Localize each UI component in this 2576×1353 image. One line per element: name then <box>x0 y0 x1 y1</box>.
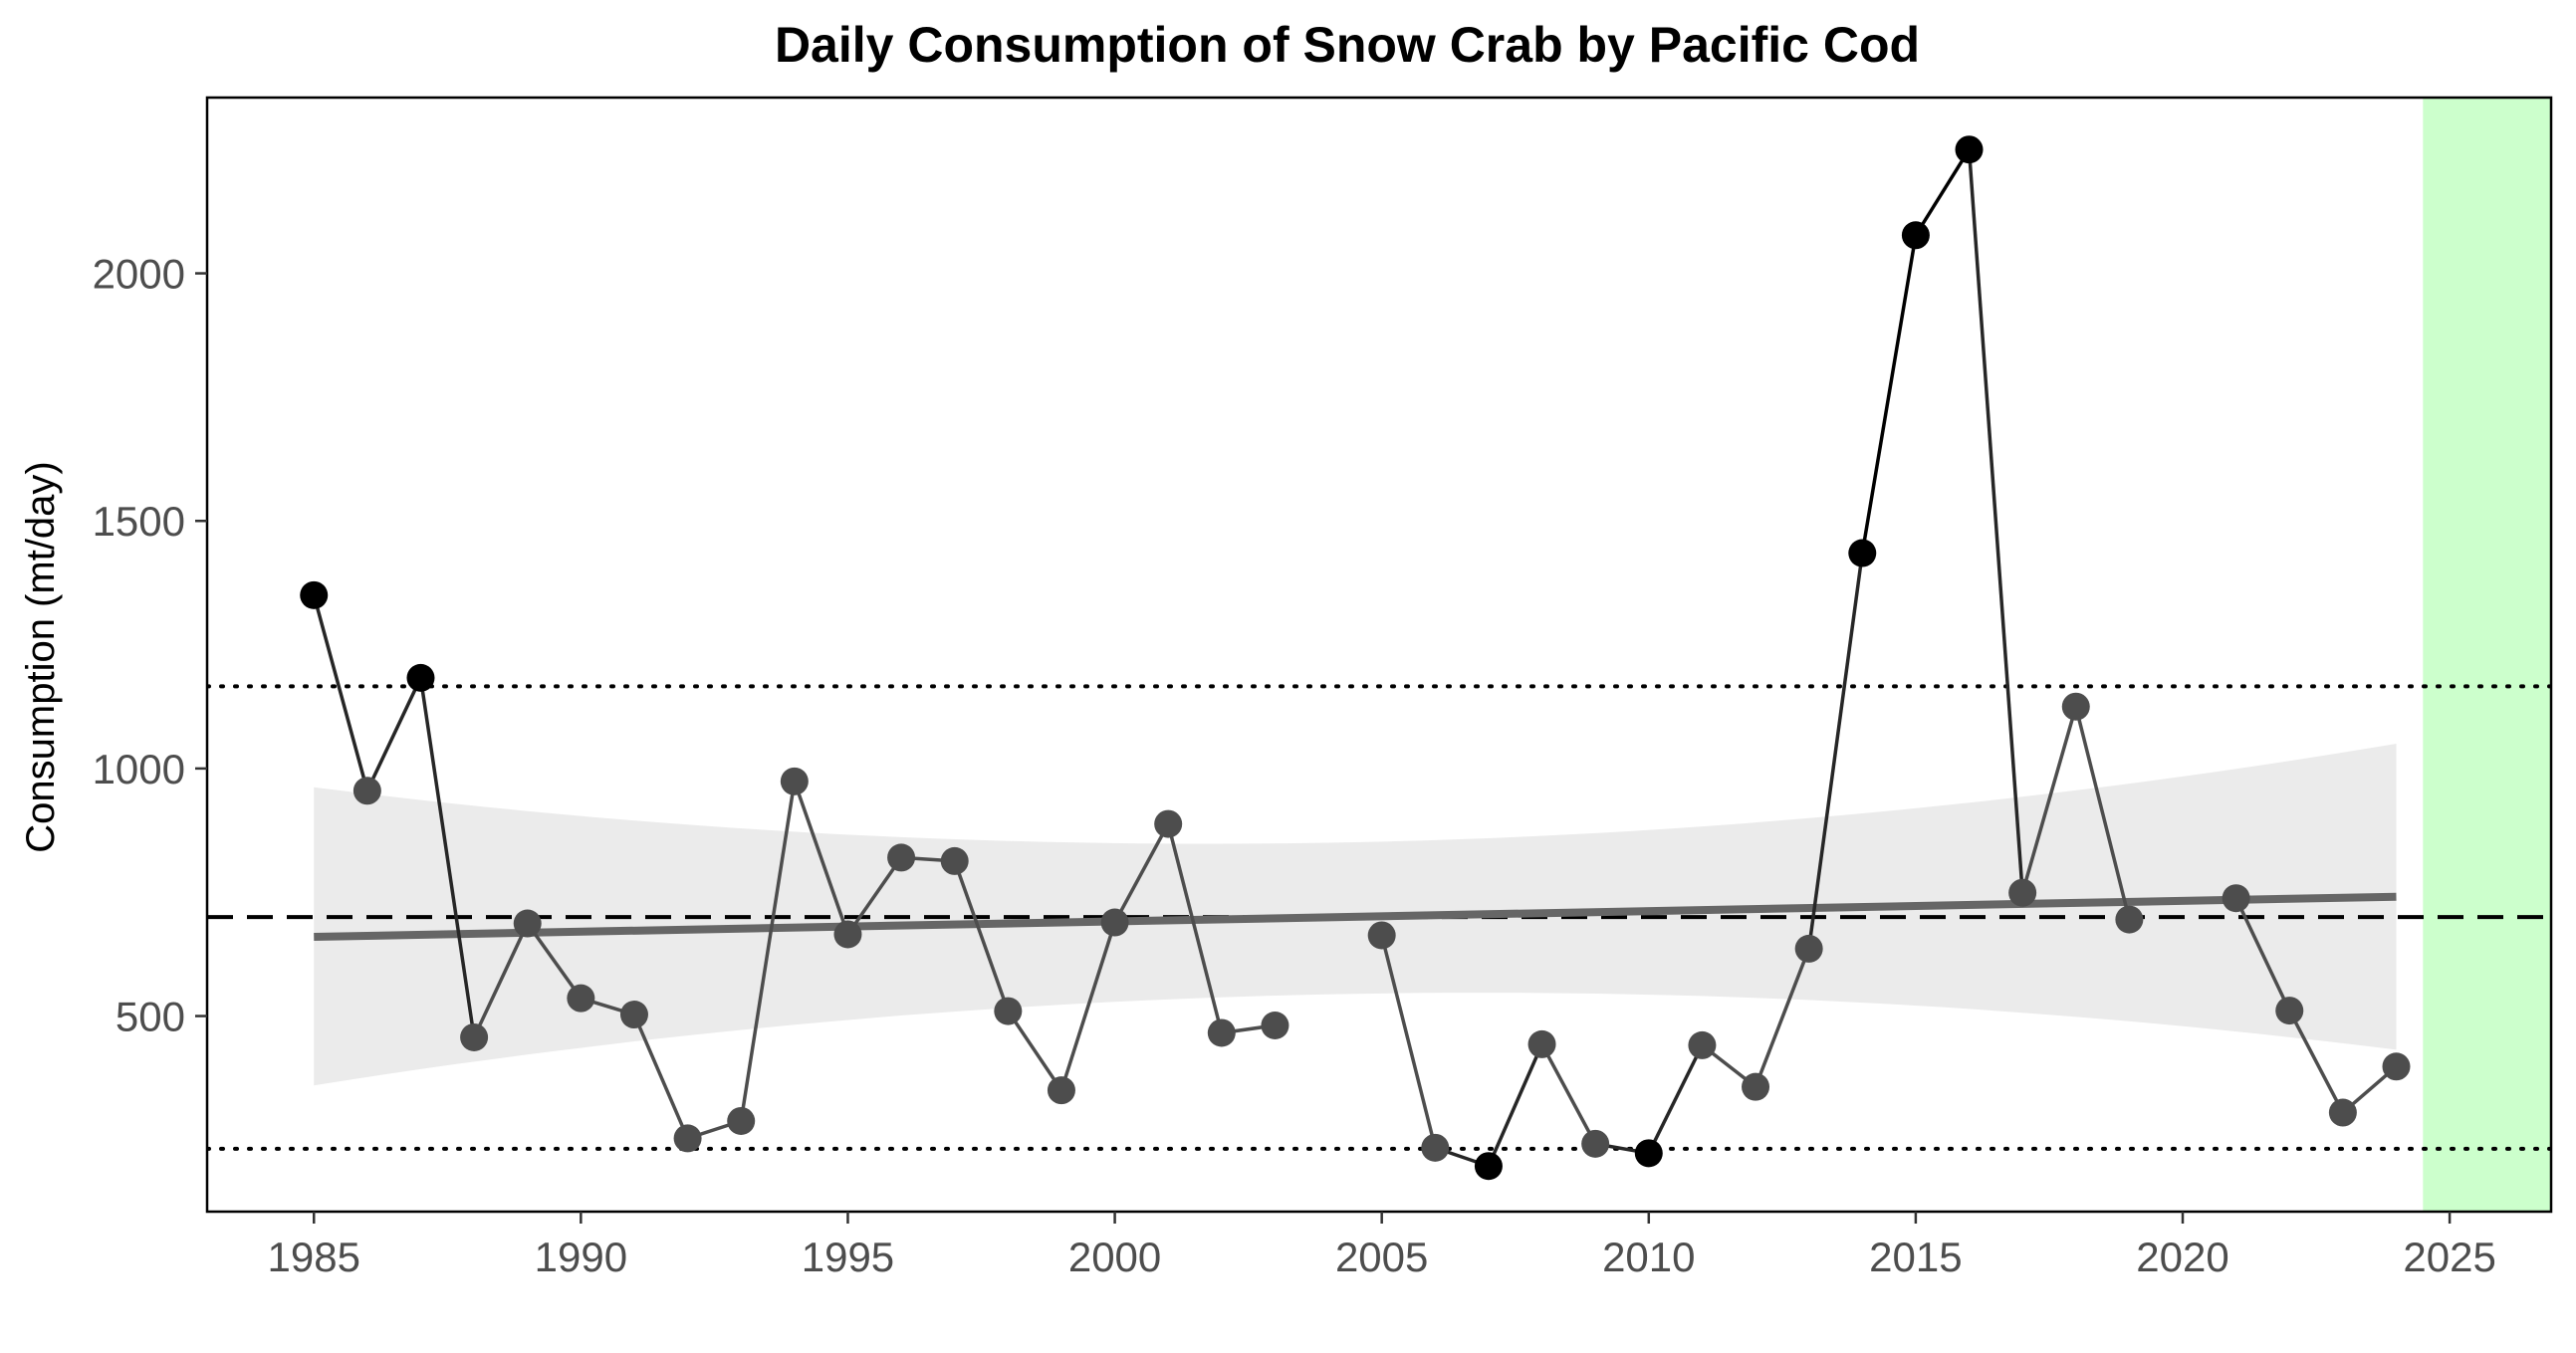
plot-area: 1985 1990 1995 2000 2005 2010 2015 2020 2025 500 1… <box>93 96 2553 1280</box>
data-point <box>1901 221 1930 250</box>
series-line-segment <box>1806 553 1865 950</box>
series-line-segment <box>1059 922 1117 1091</box>
series-line-segment <box>846 856 903 936</box>
data-point <box>1581 1129 1610 1158</box>
x-tick-label: 2010 <box>1602 1234 1695 1280</box>
x-tick-label: 2020 <box>2136 1234 2228 1280</box>
series-line-segment <box>526 922 583 1000</box>
trend-line <box>314 892 2397 941</box>
data-point <box>300 580 329 609</box>
series-line-segment <box>365 677 423 792</box>
y-tick-label: 1500 <box>93 498 185 545</box>
data-point <box>1367 921 1396 950</box>
series-line-segment <box>472 922 530 1038</box>
data-point <box>1154 809 1183 838</box>
x-tick-label: 1985 <box>268 1234 360 1280</box>
y-tick-label: 2000 <box>93 251 185 298</box>
data-point <box>1848 539 1877 567</box>
series-line-segment <box>2287 1010 2345 1114</box>
series-line-segment <box>1006 1010 1063 1092</box>
data-point <box>780 767 809 795</box>
data-point <box>1100 908 1129 937</box>
data-point <box>1955 135 1984 164</box>
series-line-segment <box>953 860 1010 1013</box>
data-point <box>994 997 1023 1025</box>
data-point <box>833 920 862 949</box>
chart-title: Daily Consumption of Snow Crab by Pacifi… <box>775 17 1920 73</box>
x-tick-label: 1990 <box>535 1234 627 1280</box>
data-point <box>940 846 969 875</box>
series-line-segment <box>2020 706 2078 894</box>
series-line-segment <box>2234 897 2291 1012</box>
data-point <box>1474 1152 1503 1181</box>
data-point <box>1261 1012 1289 1040</box>
y-tick-label: 1000 <box>93 746 185 792</box>
data-point <box>1794 934 1823 963</box>
x-tick-label: 2000 <box>1068 1234 1161 1280</box>
data-point <box>619 1001 648 1029</box>
series-line-segment <box>1967 149 2024 893</box>
data-point <box>1047 1076 1075 1105</box>
series-line-segment <box>312 594 369 791</box>
x-tick-label: 2005 <box>1335 1234 1428 1280</box>
data-point <box>1634 1139 1663 1168</box>
y-tick-label: 500 <box>116 994 185 1040</box>
y-axis-label: Consumption (mt/day) <box>19 461 63 852</box>
data-point <box>2222 884 2250 913</box>
data-point <box>2275 997 2304 1025</box>
data-point <box>1742 1072 1770 1101</box>
series-line-segment <box>1113 822 1170 924</box>
data-point <box>1421 1133 1450 1162</box>
x-tick-label: 1995 <box>802 1234 894 1280</box>
series-line-segment <box>1860 234 1918 554</box>
series-line-segment <box>1914 148 1972 237</box>
series-line-segment <box>1487 1043 1544 1167</box>
data-point <box>2115 905 2144 934</box>
data-point <box>406 663 435 692</box>
x-tick-label: 2025 <box>2403 1234 2495 1280</box>
data-point <box>1688 1030 1717 1059</box>
x-tick-label: 2015 <box>1869 1234 1962 1280</box>
panel-border <box>205 96 2553 1214</box>
highlight-band <box>2423 98 2551 1212</box>
series-line-segment <box>1647 1044 1704 1155</box>
series-line-segment <box>739 781 797 1122</box>
data-point <box>2061 692 2090 721</box>
data-point <box>1527 1029 1556 1058</box>
data-point <box>513 909 542 938</box>
series-line-segment <box>1754 948 1811 1088</box>
data-point <box>673 1124 702 1153</box>
data-point <box>2328 1098 2357 1127</box>
series-line-segment <box>1166 823 1224 1033</box>
series-line-segment <box>632 1014 690 1140</box>
panel-contents <box>207 98 2551 1212</box>
series-line-segment <box>793 781 850 936</box>
data-point <box>567 984 595 1013</box>
data-point <box>460 1022 489 1051</box>
series-line-segment <box>1540 1043 1597 1145</box>
series-line-segment <box>2074 706 2132 920</box>
data-point <box>2008 878 2037 907</box>
data-point <box>2382 1052 2411 1081</box>
series-line-segment <box>1379 935 1438 1149</box>
data-point <box>887 843 916 872</box>
data-point <box>727 1106 756 1135</box>
data-point <box>352 777 381 805</box>
series-line-segment <box>418 677 476 1038</box>
data-point <box>1207 1018 1236 1047</box>
